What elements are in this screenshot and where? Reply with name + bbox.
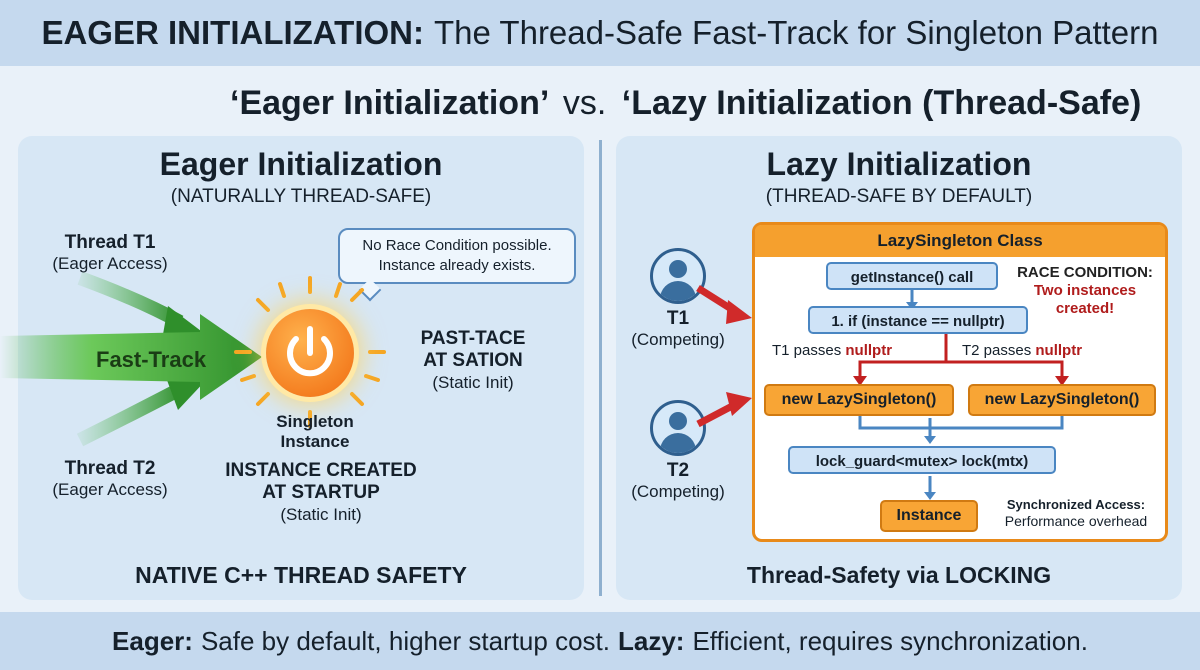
singleton-line1: Singleton bbox=[276, 412, 354, 431]
t2-passes-label: T2 passes nullptr bbox=[962, 342, 1082, 359]
t1-passes-label: T1 passes nullptr bbox=[772, 342, 892, 359]
singleton-power-icon bbox=[266, 309, 354, 397]
t1-arrowhead bbox=[162, 306, 205, 340]
if-check-node: 1. if (instance == nullptr) bbox=[808, 306, 1028, 334]
t1-name: T1 bbox=[666, 308, 690, 329]
instance-node: Instance bbox=[880, 500, 978, 532]
thread-t2-label: Thread T2 (Eager Access) bbox=[40, 458, 180, 500]
thread-t2-note: (Eager Access) bbox=[52, 480, 168, 499]
created-note: (Static Init) bbox=[280, 505, 362, 524]
t2-nullptr: nullptr bbox=[1035, 342, 1083, 359]
get-instance-node: getInstance() call bbox=[826, 262, 998, 290]
t2-avatar bbox=[650, 400, 706, 456]
side-line2: AT SATION bbox=[423, 350, 523, 371]
created-line2: AT STARTUP bbox=[262, 482, 380, 503]
new-lazy-singleton-left: new LazySingleton() bbox=[764, 384, 954, 416]
t1-red-arrowhead bbox=[726, 300, 752, 324]
lazy-summary-label: Lazy: bbox=[617, 625, 685, 656]
comparison-subtitle: ‘Eager Initialization’ vs. ‘Lazy Initial… bbox=[230, 84, 1170, 123]
t1-avatar bbox=[650, 248, 706, 304]
title-rest: The Thread-Safe Fast-Track for Singleton… bbox=[434, 14, 1159, 51]
thread-t1-note: (Eager Access) bbox=[52, 254, 168, 273]
sync-access-note: Synchronized Access: Performance overhea… bbox=[990, 496, 1162, 530]
class-header: LazySingleton Class bbox=[755, 225, 1165, 257]
eager-subtitle: (NATURALLY THREAD-SAFE) bbox=[170, 186, 432, 207]
subtitle-lazy: ‘Lazy Initialization (Thread-Safe) bbox=[621, 84, 1142, 122]
created-line1: INSTANCE CREATED bbox=[225, 460, 417, 481]
singleton-instance-label: Singleton Instance bbox=[250, 412, 380, 452]
t1-note: (Competing) bbox=[631, 330, 725, 349]
fast-track-arrows bbox=[0, 271, 262, 447]
t1-nullptr: nullptr bbox=[845, 342, 893, 359]
t2-note: (Competing) bbox=[631, 482, 725, 501]
lock-guard-node: lock_guard<mutex> lock(mtx) bbox=[788, 446, 1056, 474]
eager-summary-label: Eager: bbox=[112, 625, 193, 656]
sync-note: Performance overhead bbox=[1004, 513, 1148, 529]
side-line1: PAST-TACE bbox=[420, 328, 526, 349]
race-line2: created! bbox=[1055, 300, 1115, 317]
t2-red-arrowhead bbox=[726, 392, 752, 416]
singleton-line2: Instance bbox=[280, 432, 350, 451]
fast-track-label: Fast-Track bbox=[96, 347, 207, 372]
t2-name: T2 bbox=[666, 460, 690, 481]
eager-title: Eager Initialization bbox=[159, 146, 443, 182]
side-note: PAST-TACE AT SATION (Static Init) bbox=[398, 328, 548, 394]
thread-t1-name: Thread T1 bbox=[64, 232, 156, 253]
panel-divider bbox=[599, 140, 602, 596]
side-note-text: (Static Init) bbox=[432, 373, 514, 392]
title-bold: EAGER INITIALIZATION: bbox=[41, 14, 424, 51]
t1-label: T1 (Competing) bbox=[620, 308, 736, 350]
t1-passes-text: T1 passes bbox=[772, 342, 842, 359]
bubble-line1: No Race Condition possible. bbox=[362, 237, 552, 254]
lazy-footer: Thread-Safety via LOCKING bbox=[746, 562, 1052, 588]
thread-t2-name: Thread T2 bbox=[64, 458, 156, 479]
race-line1: Two instances bbox=[1033, 282, 1137, 299]
new-lazy-singleton-right: new LazySingleton() bbox=[968, 384, 1156, 416]
fast-track-arrow bbox=[0, 314, 262, 400]
bubble-line2: Instance already exists. bbox=[378, 257, 536, 274]
t2-red-arrow bbox=[696, 400, 738, 428]
lazy-title: Lazy Initialization bbox=[766, 146, 1032, 182]
created-at-startup: INSTANCE CREATED AT STARTUP (Static Init… bbox=[216, 460, 426, 526]
race-condition-note: RACE CONDITION: Two instances created! bbox=[1010, 264, 1160, 318]
subtitle-vs: vs. bbox=[562, 84, 607, 122]
lazy-summary-text: Efficient, requires synchronization. bbox=[692, 625, 1088, 656]
lazy-subtitle: (THREAD-SAFE BY DEFAULT) bbox=[765, 186, 1033, 207]
summary-bar: Eager: Safe by default, higher startup c… bbox=[0, 612, 1200, 670]
title-bar: EAGER INITIALIZATION: The Thread-Safe Fa… bbox=[0, 0, 1200, 66]
t2-label: T2 (Competing) bbox=[620, 460, 736, 502]
sync-title: Synchronized Access: bbox=[1006, 497, 1146, 512]
no-race-bubble: No Race Condition possible. Instance alr… bbox=[338, 228, 576, 284]
thread-t1-label: Thread T1 (Eager Access) bbox=[50, 232, 170, 274]
subtitle-eager: ‘Eager Initialization’ bbox=[230, 84, 548, 122]
eager-footer: NATIVE C++ THREAD SAFETY bbox=[135, 562, 467, 588]
eager-summary-text: Safe by default, higher startup cost. bbox=[200, 625, 610, 656]
race-title: RACE CONDITION: bbox=[1017, 264, 1153, 281]
sun-rays bbox=[234, 276, 386, 428]
power-icon bbox=[287, 326, 333, 377]
t2-passes-text: T2 passes bbox=[962, 342, 1032, 359]
